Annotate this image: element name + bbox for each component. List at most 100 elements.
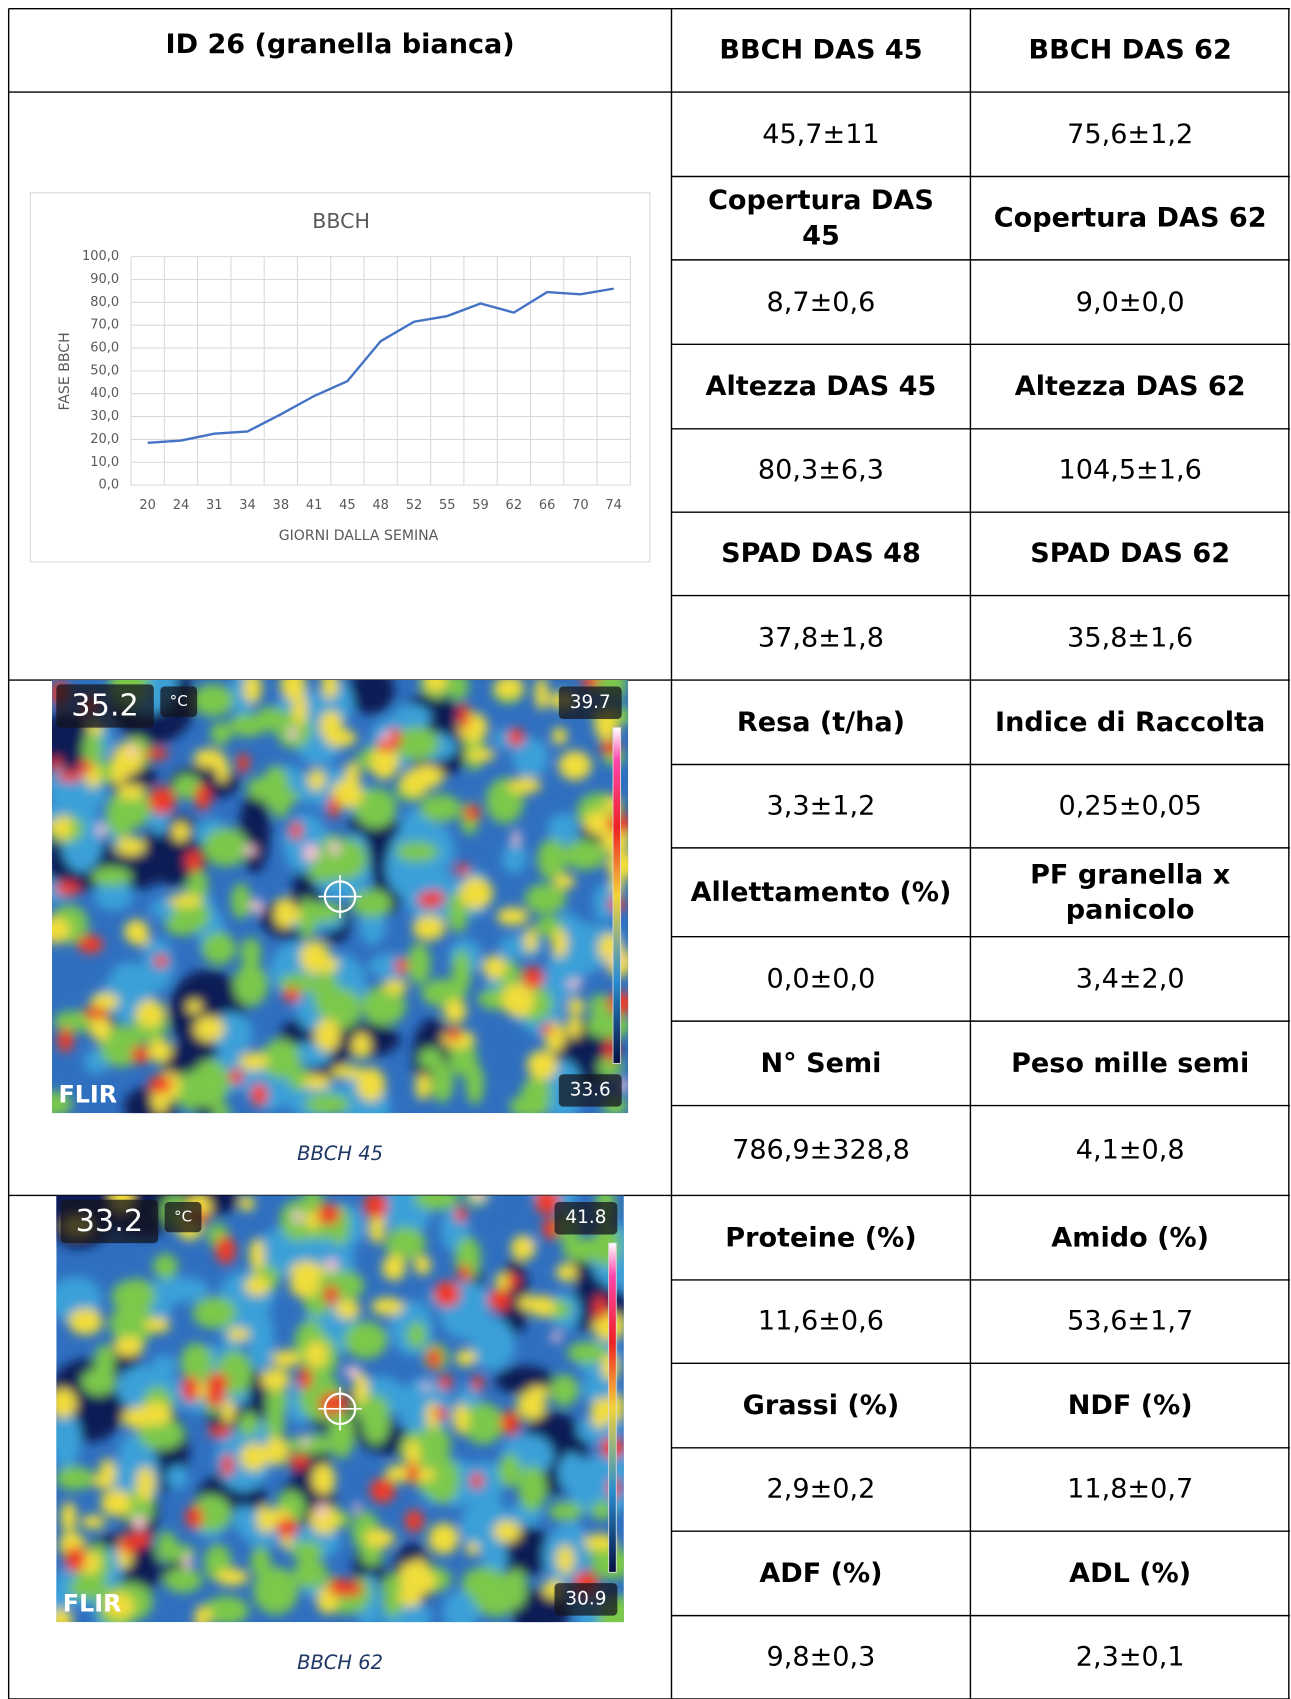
thermal-blob [558, 750, 592, 781]
thermal-blob [500, 1410, 520, 1436]
thermal-blob [239, 1051, 269, 1071]
cell-label: Allettamento (%) [690, 875, 952, 908]
thermal-blob [354, 787, 397, 829]
thermal-blob [171, 821, 190, 842]
table-cell: Copertura DAS 45 [708, 184, 934, 251]
thermal-blob [584, 810, 613, 836]
thermal-blob [590, 1397, 611, 1429]
thermal-blob [172, 774, 202, 800]
thermal-blob [292, 692, 308, 726]
cell-value: 0,25±0,05 [1058, 789, 1202, 822]
thermal-blob [329, 841, 341, 855]
cell-label: ADF (%) [759, 1556, 883, 1589]
thermal-blobs [56, 1195, 624, 1623]
chart-title: BBCH [312, 209, 370, 233]
thermal-blob [54, 881, 80, 896]
table-cell: Proteine (%) [725, 1221, 917, 1253]
thermal-blob [231, 1505, 254, 1535]
thermal-blob [452, 1403, 469, 1435]
thermal-blob [110, 766, 126, 785]
thermal-blob [221, 1399, 235, 1424]
y-tick-label: 20,0 [90, 432, 119, 447]
thermal-blob [147, 1276, 210, 1303]
thermal-blob [256, 1505, 275, 1534]
thermal-blob [405, 1439, 421, 1471]
thermal-blob [466, 748, 496, 762]
thermal-blob [590, 1501, 613, 1521]
y-axis-title: FASE BBCH [57, 332, 73, 410]
thermal-blob [304, 1093, 350, 1114]
cell-label: N° Semi [760, 1046, 882, 1079]
thermal-blob [593, 883, 617, 923]
thermal-blob [240, 937, 261, 969]
table-cell: Peso mille semi [1011, 1046, 1250, 1079]
x-tick-label: 20 [139, 498, 156, 513]
thermal-blob [305, 1341, 328, 1368]
thermal-blob [526, 1050, 558, 1080]
thermal-blob [370, 746, 399, 780]
thermal-blob [395, 841, 439, 862]
min-badge [558, 1074, 622, 1107]
thermal-blob [305, 1210, 320, 1230]
crosshair-lines [318, 1387, 362, 1431]
thermal-blob [64, 1546, 86, 1572]
table-cell: ADL (%) [1069, 1556, 1192, 1589]
cell-value: 3,3±1,2 [766, 789, 876, 822]
thermal-blob [163, 1567, 203, 1593]
thermal-blob [458, 703, 471, 730]
x-tick-label: 74 [605, 498, 622, 513]
thermal-blob [181, 1375, 199, 1403]
thermal-blob [524, 883, 567, 914]
thermal-blob [51, 1091, 73, 1114]
thermal-blob [56, 1388, 77, 1418]
x-tick-label: 45 [339, 498, 356, 513]
cell-label: Amido (%) [1051, 1221, 1210, 1253]
thermal-blob [78, 760, 92, 774]
thermal-blob [462, 1470, 503, 1510]
cell-label: Indice di Raccolta [995, 705, 1266, 738]
thermal-blob [271, 1349, 301, 1368]
thermal-blob [496, 907, 529, 926]
data-line [147, 287, 614, 445]
table-cell: ADF (%) [759, 1556, 883, 1589]
thermal-blob [239, 1195, 255, 1212]
thermal-blob [447, 1025, 461, 1042]
table-cell: 45,7±11 [762, 118, 879, 149]
cell-label: Proteine (%) [725, 1221, 917, 1253]
thermal-blob [263, 788, 299, 807]
thermal-blob [537, 838, 567, 881]
thermal-blob [282, 987, 301, 1003]
thermal-blob [193, 748, 225, 768]
thermal-blob [276, 1518, 298, 1538]
table-cell: Altezza DAS 45 [706, 370, 937, 401]
thermal-blob [327, 796, 340, 819]
thermal-blob [549, 1374, 579, 1406]
x-tick-label: 31 [206, 498, 223, 513]
thermal-blob [303, 844, 319, 862]
thermal-blob [287, 1434, 335, 1455]
cell-label: Resa (t/ha) [736, 705, 906, 738]
thermal-blob [202, 932, 236, 965]
cell-value: 80,3±6,3 [757, 453, 884, 486]
thermal-blob [404, 1509, 424, 1533]
thermal-blob [260, 1039, 301, 1079]
flir-logo: FLIR [58, 1080, 117, 1108]
thermal-blob [131, 1046, 150, 1064]
y-tick-label: 60,0 [90, 341, 119, 356]
thermal-blob [512, 737, 549, 778]
x-tick-label: 70 [572, 498, 589, 513]
thermal-blob [583, 1533, 616, 1551]
cell-label: ADL (%) [1069, 1556, 1192, 1589]
x-tick-label: 52 [406, 498, 423, 513]
x-tick-label: 34 [239, 498, 256, 513]
thermal-blob [563, 839, 606, 870]
scale-min: 30.9 [565, 1588, 606, 1609]
cell-value: 11,8±0,7 [1067, 1472, 1194, 1505]
thermal-blob [194, 1605, 210, 1623]
thermal-blob [433, 1281, 461, 1307]
cell-label: Peso mille semi [1011, 1046, 1250, 1079]
scale-min: 33.6 [570, 1079, 611, 1100]
thermal-blob [541, 1023, 554, 1036]
thermal-blob [353, 1502, 361, 1514]
cell-label: SPAD DAS 48 [721, 537, 921, 569]
